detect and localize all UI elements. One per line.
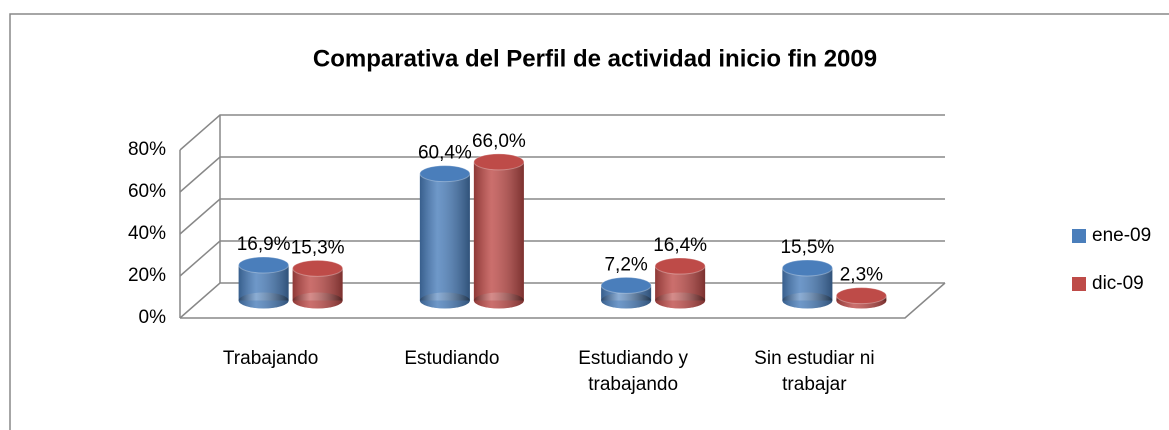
y-tick-label: 80% <box>128 139 166 160</box>
cylinder <box>473 153 525 309</box>
value-label: 2,3% <box>840 265 883 286</box>
frame <box>9 13 1169 430</box>
grid-line <box>179 156 945 193</box>
x-tick-label: Sin estudiar ni trabajar <box>754 348 875 395</box>
legend-swatch <box>1072 277 1086 291</box>
y-tick-label: 20% <box>128 265 166 286</box>
grid-line <box>179 240 945 277</box>
value-label: 15,5% <box>780 237 834 258</box>
cylinder <box>238 256 290 309</box>
y-tick-label: 60% <box>128 181 166 202</box>
value-label: 66,0% <box>472 131 526 152</box>
x-tick-label: Estudiando <box>404 348 500 369</box>
x-tick-label: Trabajando <box>222 348 319 369</box>
chart-title: Comparativa del Perfil de actividad inic… <box>313 45 877 72</box>
value-label: 60,4% <box>418 143 472 164</box>
y-tick-label: 0% <box>139 307 167 328</box>
grid-line <box>179 198 945 235</box>
legend-label: ene-09 <box>1092 225 1151 246</box>
value-label: 15,3% <box>291 237 345 258</box>
cylinder <box>654 257 706 309</box>
cylinder <box>781 259 833 309</box>
cylinder <box>600 276 652 309</box>
y-tick-label: 40% <box>128 223 166 244</box>
x-tick-label: Estudiando y trabajando <box>578 348 689 395</box>
grid-line <box>179 114 945 151</box>
value-label: 7,2% <box>604 254 647 275</box>
legend-swatch <box>1072 229 1086 243</box>
value-label: 16,4% <box>653 235 707 256</box>
cylinder <box>419 165 471 309</box>
value-label: 16,9% <box>237 234 291 255</box>
cylinder <box>292 259 344 309</box>
cylinder <box>835 287 887 309</box>
floor <box>180 282 946 319</box>
legend-label: dic-09 <box>1092 273 1144 294</box>
